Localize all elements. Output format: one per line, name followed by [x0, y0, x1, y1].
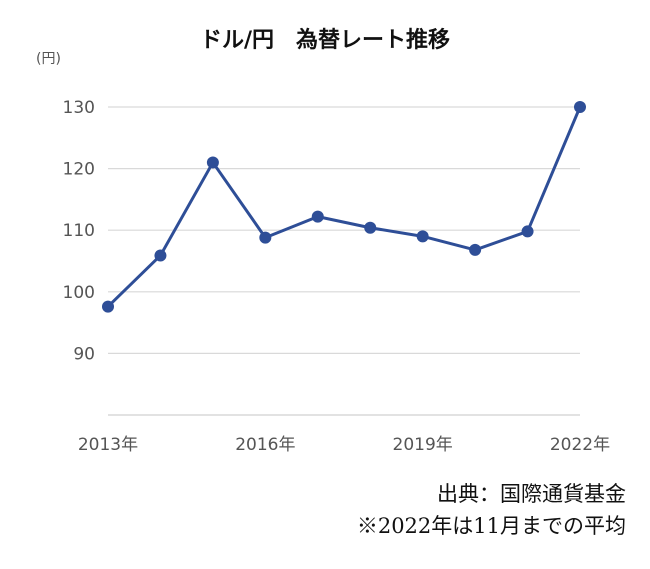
x-tick-label-2022年: 2022年 [550, 435, 610, 455]
grid-lines [108, 106, 580, 354]
data-point-2016年 [259, 231, 272, 244]
data-point-2022年 [574, 101, 586, 113]
source-note: 出典：国際通貨基金 [437, 482, 626, 506]
data-point-2019年 [416, 230, 429, 243]
y-tick-label-120: 120 [63, 160, 95, 180]
x-tick-label-2016年: 2016年 [235, 435, 295, 455]
y-tick-label-130: 130 [63, 98, 95, 118]
y-tick-label-90: 90 [73, 344, 95, 364]
x-tick-label-2013年: 2013年 [78, 435, 138, 455]
x-tick-label-2019年: 2019年 [393, 435, 453, 455]
series-line-0 [106, 106, 582, 308]
y-axis-ticks: 90 100 110 120 130 [63, 98, 95, 364]
data-point-2017年 [311, 210, 324, 223]
data-point-2018年 [364, 221, 377, 234]
data-point-2014年 [154, 249, 167, 262]
y-tick-label-110: 110 [63, 221, 95, 241]
data-point-2013年 [102, 300, 114, 313]
y-axis-unit-label: (円) [36, 51, 61, 67]
data-point-2020年 [469, 243, 482, 256]
x-axis-ticks: 2013年 2016年 2019年 2022年 [78, 435, 610, 455]
data-point-2015年 [206, 156, 219, 169]
data-point-2021年 [521, 225, 534, 238]
data-series [102, 101, 586, 313]
chart-title: ドル/円 為替レート推移 [199, 28, 451, 53]
y-tick-label-100: 100 [63, 283, 95, 303]
footnote: ※2022年は11月までの平均 [356, 514, 626, 538]
